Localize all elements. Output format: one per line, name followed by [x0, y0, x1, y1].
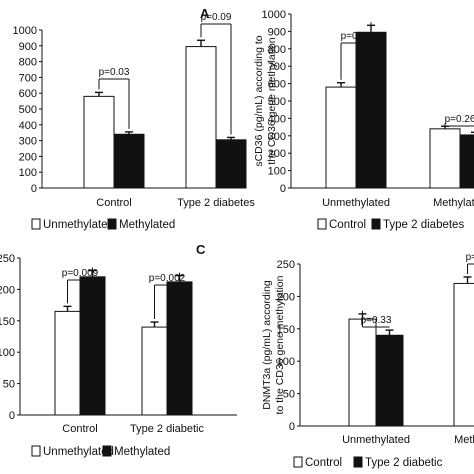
- panel-3-category-label: Type 2 diabetic: [130, 423, 204, 435]
- panel-3-y-tick-label: 50: [3, 379, 15, 391]
- panel-4-category-label: Methylated: [454, 434, 474, 446]
- panel-1-y-tick-label: 900: [19, 41, 37, 53]
- panel-1-y-tick-label: 600: [19, 88, 37, 100]
- panel-2-bar-series1: [429, 128, 461, 189]
- panel-2-bar-series2: [459, 134, 474, 189]
- panel-1-legend-label: Methylated: [119, 219, 175, 231]
- panel-4-legend-swatch: [353, 456, 363, 468]
- panel-3-panel-letter: C: [196, 242, 206, 257]
- panel-2-bar-series2: [355, 31, 387, 189]
- panel-2-y-tick-label: 100: [268, 166, 286, 178]
- panel-4-y-tick-label: 100: [277, 356, 295, 368]
- panel-4-bar-series1: [453, 282, 474, 427]
- panel-3-y-tick-label: 0: [9, 410, 15, 422]
- panel-2-y-axis-label-line: the CD36 gene methylation: [266, 37, 278, 164]
- panel-3-bar-series1: [141, 326, 168, 416]
- panel-1-y-tick-label: 400: [19, 120, 37, 132]
- panel-4-p-value-label: p=0.90: [466, 252, 474, 263]
- panel-2-y-tick-label: 500: [268, 96, 286, 108]
- panel-1-y-tick-label: 800: [19, 57, 37, 69]
- panel-2-y-tick-label: 800: [268, 44, 286, 56]
- panel-3-bar-series2: [79, 276, 106, 416]
- panel-4-p-value-label: p=0.33: [361, 315, 392, 326]
- panel-2-category-label: Unmethylated: [322, 197, 390, 209]
- panel-2-legend-label: Type 2 diabetes: [383, 219, 464, 231]
- panel-2-y-tick-label: 200: [268, 148, 286, 160]
- panel-2-category-label: Methylated: [433, 197, 474, 209]
- panel-2-bar-series1: [325, 86, 357, 189]
- panel-1-legend-swatch: [31, 218, 41, 230]
- panel-2-y-tick-label: 400: [268, 113, 286, 125]
- panel-1-category-label: Control: [96, 197, 131, 209]
- panel-4-bar-series1: [348, 318, 377, 427]
- panel-3-legend-swatch: [31, 445, 41, 457]
- panel-1-bar-series1: [185, 46, 217, 189]
- panel-1-y-tick-label: 700: [19, 72, 37, 84]
- panel-2-y-tick-label: 1000: [262, 9, 286, 21]
- panel-4-bar-series2: [375, 334, 404, 427]
- panel-2-legend-label: Control: [329, 219, 366, 231]
- panel-3-bar-series1: [54, 310, 81, 416]
- panel-3-p-value-label: p=0.009: [62, 268, 99, 279]
- panel-2-legend-swatch: [317, 218, 327, 230]
- panel-4-legend-swatch: [293, 456, 303, 468]
- panel-4-y-tick-label: 0: [289, 421, 295, 433]
- panel-1-y-tick-label: 200: [19, 151, 37, 163]
- panel-3-p-value-label: p=0.002: [149, 273, 186, 284]
- panel-3-legend-label: Methylated: [114, 446, 170, 458]
- panel-3-legend-label: Unmethylated: [43, 446, 114, 458]
- panel-4-y-axis-label-line: to the CD36 gene methylation: [274, 275, 286, 414]
- panel-2-y-tick-label: 300: [268, 131, 286, 143]
- panel-3-bar-series2: [166, 281, 193, 416]
- panel-4-y-tick-label: 50: [283, 389, 295, 401]
- panel-1-p-value-label: p=0.03: [99, 67, 130, 78]
- panel-2-y-axis-label-line: sCD36 (pg/mL) according to: [253, 35, 265, 166]
- panel-1-panel-letter: A: [200, 6, 210, 21]
- panel-2-p-value-label: p=0.71: [341, 31, 372, 42]
- panel-3-category-label: Control: [62, 423, 97, 435]
- panel-1-legend-swatch: [107, 218, 117, 230]
- panel-3-y-tick-label: 200: [0, 284, 15, 296]
- panel-4-y-axis-label-line: DNMT3a (pg/mL) according: [261, 280, 273, 410]
- panel-1-legend-label: Unmethylated: [43, 219, 114, 231]
- panel-4-legend-label: Type 2 diabetic: [365, 457, 443, 469]
- panel-1-bar-series1: [83, 95, 115, 189]
- panel-3-y-tick-label: 150: [0, 316, 15, 328]
- panel-2-legend-swatch: [371, 218, 381, 230]
- panel-4-y-tick-label: 250: [277, 259, 295, 271]
- panel-2-y-tick-label: 600: [268, 79, 286, 91]
- panel-1-bar-series2: [113, 133, 145, 189]
- panel-1-y-tick-label: 300: [19, 136, 37, 148]
- panel-1-bar-series2: [215, 139, 247, 189]
- panel-2-y-tick-label: 700: [268, 61, 286, 73]
- panel-2-y-tick-label: 900: [268, 26, 286, 38]
- panel-4-legend-label: Control: [305, 457, 342, 469]
- panel-3-y-tick-label: 100: [0, 347, 15, 359]
- panel-1-y-tick-label: 100: [19, 167, 37, 179]
- panel-1-y-tick-label: 0: [31, 183, 37, 195]
- panel-1-y-tick-label: 1000: [13, 25, 37, 37]
- panel-1-p-value-label: p=0.09: [201, 12, 232, 23]
- panel-2-y-tick-label: 0: [280, 183, 286, 195]
- panel-4-y-tick-label: 200: [277, 291, 295, 303]
- panel-4-y-tick-label: 150: [277, 324, 295, 336]
- panel-2-p-value-label: p=0.26: [445, 114, 474, 125]
- panel-3-y-tick-label: 250: [0, 253, 15, 265]
- panel-1-category-label: Type 2 diabetes: [177, 197, 255, 209]
- panel-3-legend-swatch: [102, 445, 112, 457]
- panel-1-y-tick-label: 500: [19, 104, 37, 116]
- panel-4-category-label: Unmethylated: [342, 434, 410, 446]
